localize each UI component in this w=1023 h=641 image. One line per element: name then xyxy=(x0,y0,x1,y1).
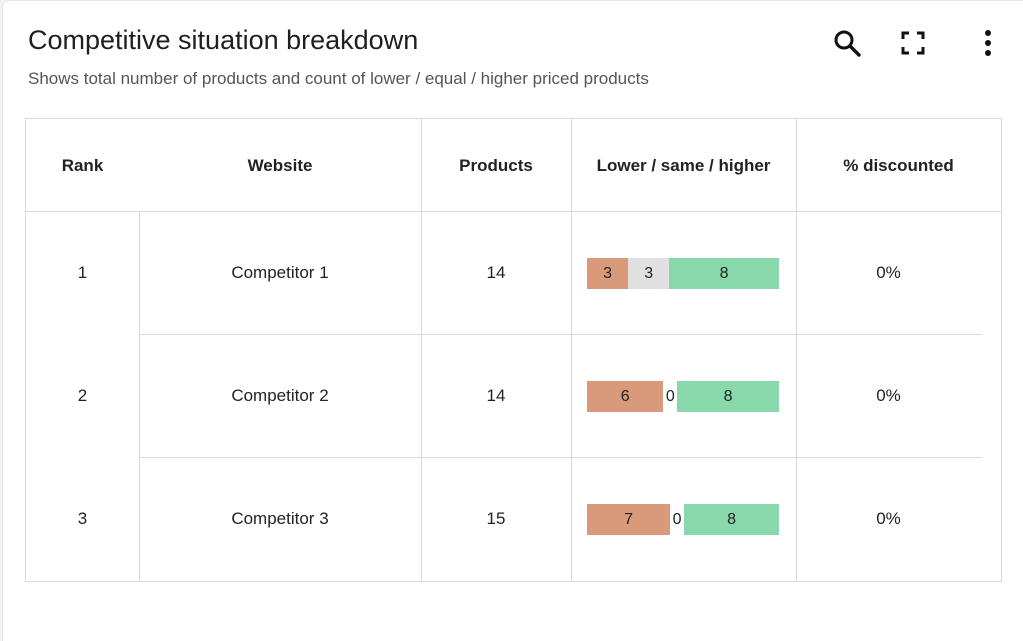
column-divider xyxy=(796,119,797,581)
fullscreen-icon xyxy=(901,31,925,55)
discounted-cell: 0% xyxy=(876,386,901,405)
fullscreen-button[interactable] xyxy=(895,25,931,61)
rank-cell: 1 xyxy=(77,263,88,282)
lower-priced-segment: 7 xyxy=(587,504,671,535)
same-priced-segment: 0 xyxy=(665,387,675,405)
discounted-cell: 0% xyxy=(876,263,901,282)
widget-title: Competitive situation breakdown xyxy=(28,25,419,55)
column-divider xyxy=(421,119,422,581)
column-divider xyxy=(139,211,140,581)
rank-cell: 2 xyxy=(77,386,88,405)
column-header-website[interactable]: Website xyxy=(247,155,313,175)
column-header-products[interactable]: Products xyxy=(459,155,533,175)
more-options-button[interactable] xyxy=(970,25,1006,61)
same-priced-segment: 3 xyxy=(628,258,670,289)
row-divider xyxy=(139,334,982,335)
higher-priced-segment: 8 xyxy=(669,258,779,289)
higher-priced-segment: 8 xyxy=(677,381,779,412)
more-vert-icon xyxy=(985,30,991,56)
header-divider xyxy=(26,211,1001,212)
competitor-table: Rank Website Products Lower / same / hig… xyxy=(25,118,1002,582)
column-header-discounted[interactable]: % discounted xyxy=(843,155,954,175)
same-priced-segment: 0 xyxy=(672,510,682,528)
higher-priced-segment: 8 xyxy=(684,504,779,535)
products-cell: 14 xyxy=(486,386,506,405)
search-button[interactable] xyxy=(829,25,865,61)
widget-subtitle: Shows total number of products and count… xyxy=(28,69,649,88)
lower-priced-segment: 3 xyxy=(587,258,629,289)
discounted-cell: 0% xyxy=(876,509,901,528)
row-divider xyxy=(139,457,982,458)
search-icon xyxy=(834,30,861,57)
rank-cell: 3 xyxy=(77,509,88,528)
column-divider xyxy=(571,119,572,581)
products-cell: 15 xyxy=(486,509,506,528)
column-header-rank[interactable]: Rank xyxy=(61,155,104,175)
products-cell: 14 xyxy=(486,263,506,282)
website-cell: Competitor 1 xyxy=(231,263,329,282)
lower-priced-segment: 6 xyxy=(587,381,664,412)
website-cell: Competitor 2 xyxy=(231,386,329,405)
column-header-price-comparison[interactable]: Lower / same / higher xyxy=(596,155,771,175)
website-cell: Competitor 3 xyxy=(231,509,329,528)
